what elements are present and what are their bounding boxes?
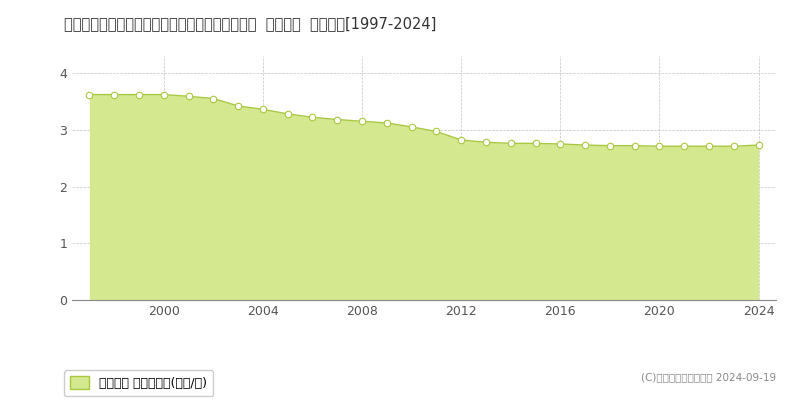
- Point: [282, 111, 294, 117]
- Point: [207, 95, 220, 102]
- Point: [554, 141, 566, 147]
- Point: [479, 139, 492, 146]
- Point: [158, 91, 170, 98]
- Point: [430, 128, 442, 135]
- Point: [83, 91, 96, 98]
- Point: [306, 114, 319, 120]
- Point: [331, 116, 344, 123]
- Point: [603, 142, 616, 149]
- Point: [108, 91, 121, 98]
- Point: [504, 140, 517, 146]
- Point: [356, 118, 369, 124]
- Point: [381, 120, 394, 126]
- Point: [727, 143, 740, 150]
- Point: [628, 142, 641, 149]
- Point: [678, 143, 690, 150]
- Point: [182, 93, 195, 100]
- Text: (C)土地価格ドットコム 2024-09-19: (C)土地価格ドットコム 2024-09-19: [641, 372, 776, 382]
- Point: [257, 106, 270, 112]
- Point: [133, 91, 146, 98]
- Point: [454, 137, 467, 143]
- Point: [578, 142, 591, 148]
- Point: [406, 124, 418, 130]
- Point: [529, 140, 542, 146]
- Point: [702, 143, 715, 150]
- Legend: 基準地価 平均坪単価(万円/坪): 基準地価 平均坪単価(万円/坪): [64, 370, 214, 396]
- Point: [232, 103, 245, 109]
- Point: [752, 142, 765, 148]
- Point: [653, 143, 666, 150]
- Text: 福島県西白河郡西郷村大字熊倉字火打山５６番外  基準地価  地価推移[1997-2024]: 福島県西白河郡西郷村大字熊倉字火打山５６番外 基準地価 地価推移[1997-20…: [64, 16, 436, 31]
